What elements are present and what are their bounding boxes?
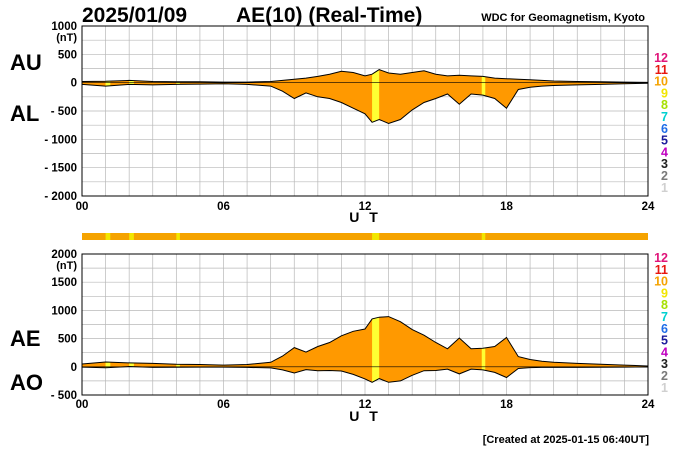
- y-tick-label: 0: [71, 78, 77, 90]
- ae-ao-x-axis-label: U T: [349, 408, 381, 424]
- au-label: AU: [10, 50, 42, 75]
- highlight-interval: [372, 316, 380, 383]
- range-fill-area: [82, 69, 648, 124]
- quality-bar-segment: [481, 233, 486, 240]
- au-al-x-tick-labels: 00 06 12 18 24: [76, 201, 655, 213]
- y-tick-label: 500: [58, 49, 77, 61]
- quality-bar-segment: [82, 233, 648, 240]
- au-al-x-axis-label: U T: [349, 209, 381, 225]
- x-tick-label: 12: [359, 201, 372, 213]
- series-line-al: [81, 82, 649, 125]
- ae-ao-unit-label: (nT): [56, 260, 77, 272]
- x-tick-label: 12: [359, 399, 372, 411]
- quality-bar-segment: [129, 233, 134, 240]
- y-tick-label: - 500: [51, 106, 77, 118]
- station-scale-label: 2: [661, 369, 668, 383]
- au-al-y-tick-labels: 1000 500 0 - 500 - 1000 - 1500 - 2000: [44, 21, 77, 203]
- al-label: AL: [10, 101, 39, 126]
- y-tick-label: - 1000: [44, 134, 77, 146]
- station-scale-label: 10: [654, 75, 668, 89]
- station-scale-label: 3: [661, 357, 668, 371]
- quality-bar-segment: [176, 233, 180, 240]
- y-tick-label: 2000: [51, 249, 77, 261]
- station-scale-label: 5: [661, 334, 668, 348]
- y-tick-label: 500: [58, 334, 77, 346]
- chart-title: AE(10) (Real-Time): [236, 4, 422, 27]
- ae-ao-y-tick-labels: 2000 1500 1000 500 0 - 500: [51, 249, 77, 402]
- station-scale-label: 4: [661, 145, 668, 159]
- institution-label: WDC for Geomagnetism, Kyoto: [481, 12, 645, 24]
- station-scale-label: 5: [661, 134, 668, 148]
- station-scale-label: 8: [661, 98, 668, 112]
- x-tick-label: 24: [642, 399, 655, 411]
- au-al-unit-label: (nT): [56, 32, 77, 44]
- data-quality-bar: [82, 233, 648, 240]
- y-tick-label: 1500: [51, 277, 77, 289]
- station-scale-label: 12: [654, 251, 668, 265]
- ae-label: AE: [10, 326, 41, 351]
- quality-bar-segment: [105, 233, 111, 240]
- x-tick-label: 24: [642, 201, 655, 213]
- station-scale-label: 1: [661, 181, 668, 195]
- series-line-ao: [81, 365, 649, 383]
- range-fill-area: [82, 316, 648, 383]
- au-al-plot-frame: [81, 25, 649, 197]
- station-scale-label: 6: [661, 122, 668, 136]
- date-label: 2025/01/09: [82, 4, 187, 27]
- x-tick-label: 18: [500, 399, 513, 411]
- x-tick-label: 06: [217, 201, 230, 213]
- station-scale-label: 11: [655, 263, 668, 277]
- y-tick-label: 0: [71, 362, 77, 374]
- quality-bar-segment: [372, 233, 380, 240]
- series-line-ae: [81, 316, 649, 367]
- highlight-interval: [372, 69, 380, 124]
- series-line-au: [81, 69, 649, 83]
- station-scale-label: 3: [661, 157, 668, 171]
- station-scale-label: 9: [661, 286, 668, 300]
- highlight-interval: [481, 316, 486, 383]
- y-tick-label: 1000: [51, 305, 77, 317]
- station-scale-label: 7: [661, 310, 668, 324]
- y-tick-label: 1000: [51, 21, 77, 33]
- station-scale-label: 1: [661, 381, 668, 395]
- y-tick-label: - 2000: [44, 191, 77, 203]
- station-scale-label: 8: [661, 298, 668, 312]
- station-scale-label: 11: [655, 63, 668, 77]
- station-scale-label: 2: [661, 169, 668, 183]
- ao-label: AO: [10, 370, 43, 395]
- ae-ao-plot-frame: [81, 253, 649, 396]
- y-tick-label: - 500: [51, 390, 77, 402]
- ae-ao-x-tick-labels: 00 06 12 18 24: [76, 399, 655, 411]
- station-scale-label: 12: [654, 51, 668, 65]
- station-scale-label: 9: [661, 86, 668, 100]
- x-tick-label: 06: [217, 399, 230, 411]
- station-scale-label: 10: [654, 275, 668, 289]
- station-scale-label: 6: [661, 322, 668, 336]
- y-tick-label: - 1500: [44, 163, 77, 175]
- station-scale-label: 7: [661, 110, 668, 124]
- created-timestamp: [Created at 2025-01-15 06:40UT]: [483, 434, 650, 446]
- x-tick-label: 18: [500, 201, 513, 213]
- x-tick-label: 00: [76, 201, 89, 213]
- x-tick-label: 00: [76, 399, 89, 411]
- station-scale-label: 4: [661, 345, 668, 359]
